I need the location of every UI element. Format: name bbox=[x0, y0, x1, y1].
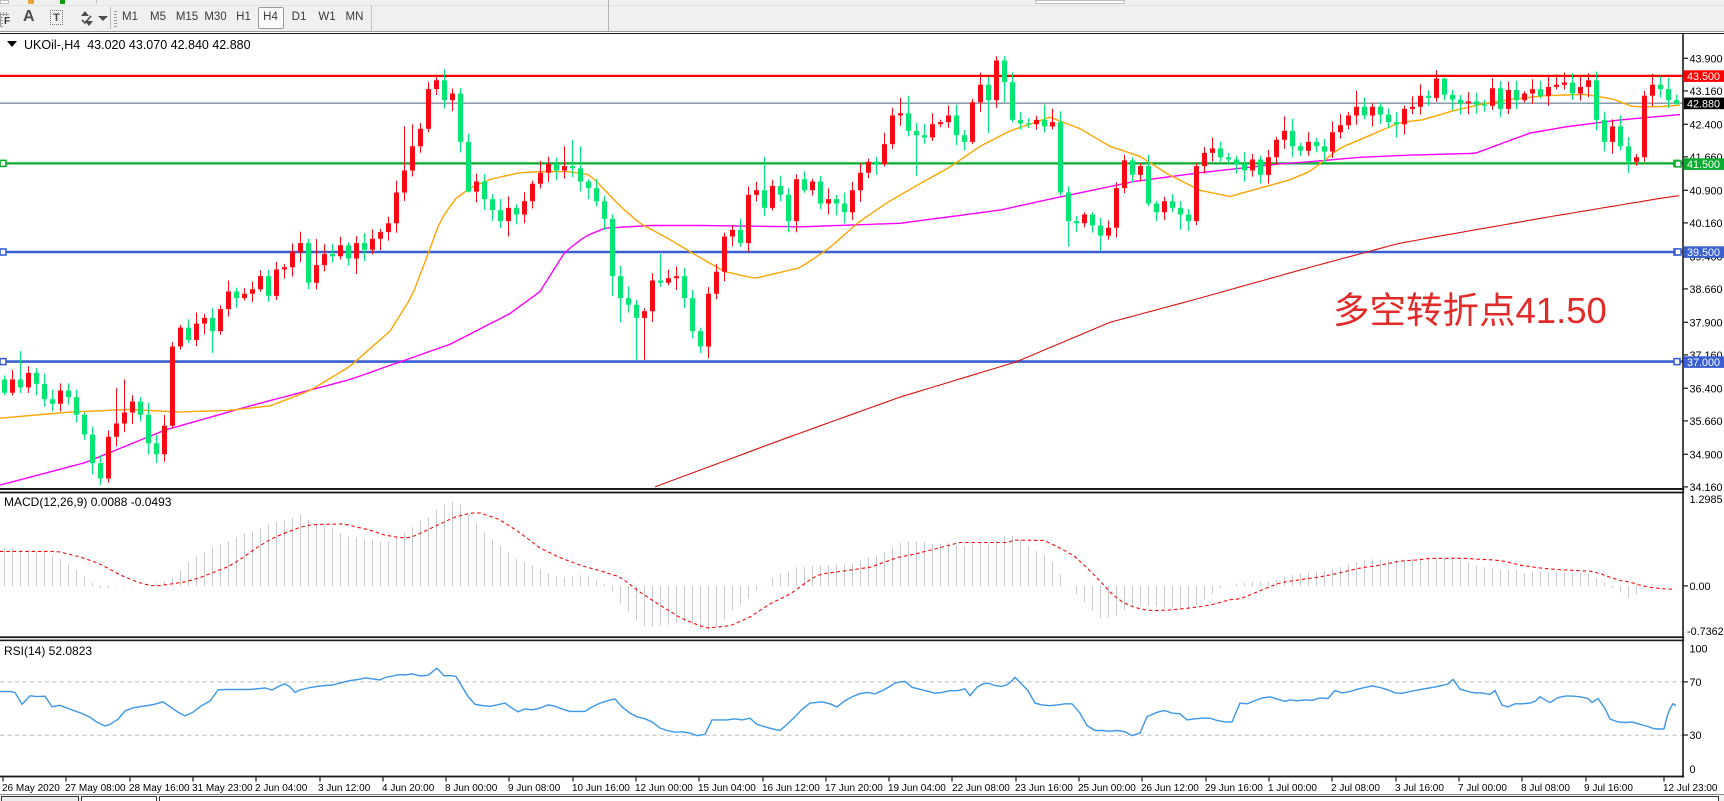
svg-text:34.160: 34.160 bbox=[1690, 482, 1723, 494]
svg-text:UKOil-,H4 43.020 43.070 42.84: UKOil-,H4 43.020 43.070 42.840 42.880 bbox=[24, 38, 251, 52]
svg-text:2 Jun 04:00: 2 Jun 04:00 bbox=[255, 783, 308, 794]
svg-text:37.000: 37.000 bbox=[1687, 357, 1720, 369]
svg-text:RSI(14) 52.0823: RSI(14) 52.0823 bbox=[4, 644, 92, 658]
svg-text:9 Jul 16:00: 9 Jul 16:00 bbox=[1584, 783, 1633, 794]
svg-text:MACD(12,26,9) 0.0088 -0.0493: MACD(12,26,9) 0.0088 -0.0493 bbox=[4, 495, 172, 509]
svg-text:16 Jun 12:00: 16 Jun 12:00 bbox=[762, 783, 820, 794]
svg-text:70: 70 bbox=[1690, 677, 1702, 689]
svg-text:29 Jun 16:00: 29 Jun 16:00 bbox=[1205, 783, 1263, 794]
svg-text:12 Jul 23:00: 12 Jul 23:00 bbox=[1663, 783, 1718, 794]
svg-text:34.900: 34.900 bbox=[1690, 449, 1723, 461]
svg-text:28 May 16:00: 28 May 16:00 bbox=[129, 783, 190, 794]
svg-text:0.00: 0.00 bbox=[1690, 581, 1711, 593]
svg-text:31 May 23:00: 31 May 23:00 bbox=[192, 783, 253, 794]
svg-text:17 Jun 20:00: 17 Jun 20:00 bbox=[825, 783, 883, 794]
svg-text:1.2985: 1.2985 bbox=[1690, 494, 1723, 506]
svg-text:10 Jun 16:00: 10 Jun 16:00 bbox=[572, 783, 630, 794]
svg-text:37.900: 37.900 bbox=[1690, 317, 1723, 329]
svg-text:38.660: 38.660 bbox=[1690, 284, 1723, 296]
svg-text:36.400: 36.400 bbox=[1690, 383, 1723, 395]
svg-text:0: 0 bbox=[1690, 764, 1696, 776]
svg-text:22 Jun 08:00: 22 Jun 08:00 bbox=[952, 783, 1010, 794]
svg-text:41.500: 41.500 bbox=[1687, 159, 1720, 171]
svg-text:40.900: 40.900 bbox=[1690, 185, 1723, 197]
svg-text:8 Jun 00:00: 8 Jun 00:00 bbox=[445, 783, 498, 794]
svg-text:27 May 08:00: 27 May 08:00 bbox=[65, 783, 126, 794]
svg-text:40.160: 40.160 bbox=[1690, 218, 1723, 230]
svg-text:39.500: 39.500 bbox=[1687, 247, 1720, 259]
svg-text:4 Jun 20:00: 4 Jun 20:00 bbox=[382, 783, 435, 794]
svg-text:-0.7362: -0.7362 bbox=[1687, 626, 1724, 638]
svg-text:30: 30 bbox=[1690, 730, 1702, 742]
svg-text:1 Jul 00:00: 1 Jul 00:00 bbox=[1268, 783, 1317, 794]
svg-text:19 Jun 04:00: 19 Jun 04:00 bbox=[888, 783, 946, 794]
svg-text:3 Jun 12:00: 3 Jun 12:00 bbox=[318, 783, 371, 794]
svg-text:26 Jun 12:00: 26 Jun 12:00 bbox=[1141, 783, 1199, 794]
svg-text:35.660: 35.660 bbox=[1690, 416, 1723, 428]
svg-text:43.160: 43.160 bbox=[1690, 86, 1723, 98]
svg-text:25 Jun 00:00: 25 Jun 00:00 bbox=[1078, 783, 1136, 794]
svg-text:多空转折点41.50: 多空转折点41.50 bbox=[1333, 290, 1607, 331]
svg-text:15 Jun 04:00: 15 Jun 04:00 bbox=[698, 783, 756, 794]
svg-text:9 Jun 08:00: 9 Jun 08:00 bbox=[508, 783, 561, 794]
svg-text:8 Jul 08:00: 8 Jul 08:00 bbox=[1521, 783, 1570, 794]
svg-text:2 Jul 08:00: 2 Jul 08:00 bbox=[1331, 783, 1380, 794]
svg-text:100: 100 bbox=[1690, 644, 1708, 656]
svg-text:26 May 2020: 26 May 2020 bbox=[2, 783, 60, 794]
svg-text:43.900: 43.900 bbox=[1690, 53, 1723, 65]
svg-text:12 Jun 00:00: 12 Jun 00:00 bbox=[635, 783, 693, 794]
svg-text:3 Jul 16:00: 3 Jul 16:00 bbox=[1395, 783, 1444, 794]
svg-text:23 Jun 16:00: 23 Jun 16:00 bbox=[1015, 783, 1073, 794]
svg-text:43.500: 43.500 bbox=[1687, 71, 1720, 83]
svg-text:7 Jul 00:00: 7 Jul 00:00 bbox=[1458, 783, 1507, 794]
svg-text:42.400: 42.400 bbox=[1690, 119, 1723, 131]
svg-text:42.880: 42.880 bbox=[1687, 98, 1720, 110]
